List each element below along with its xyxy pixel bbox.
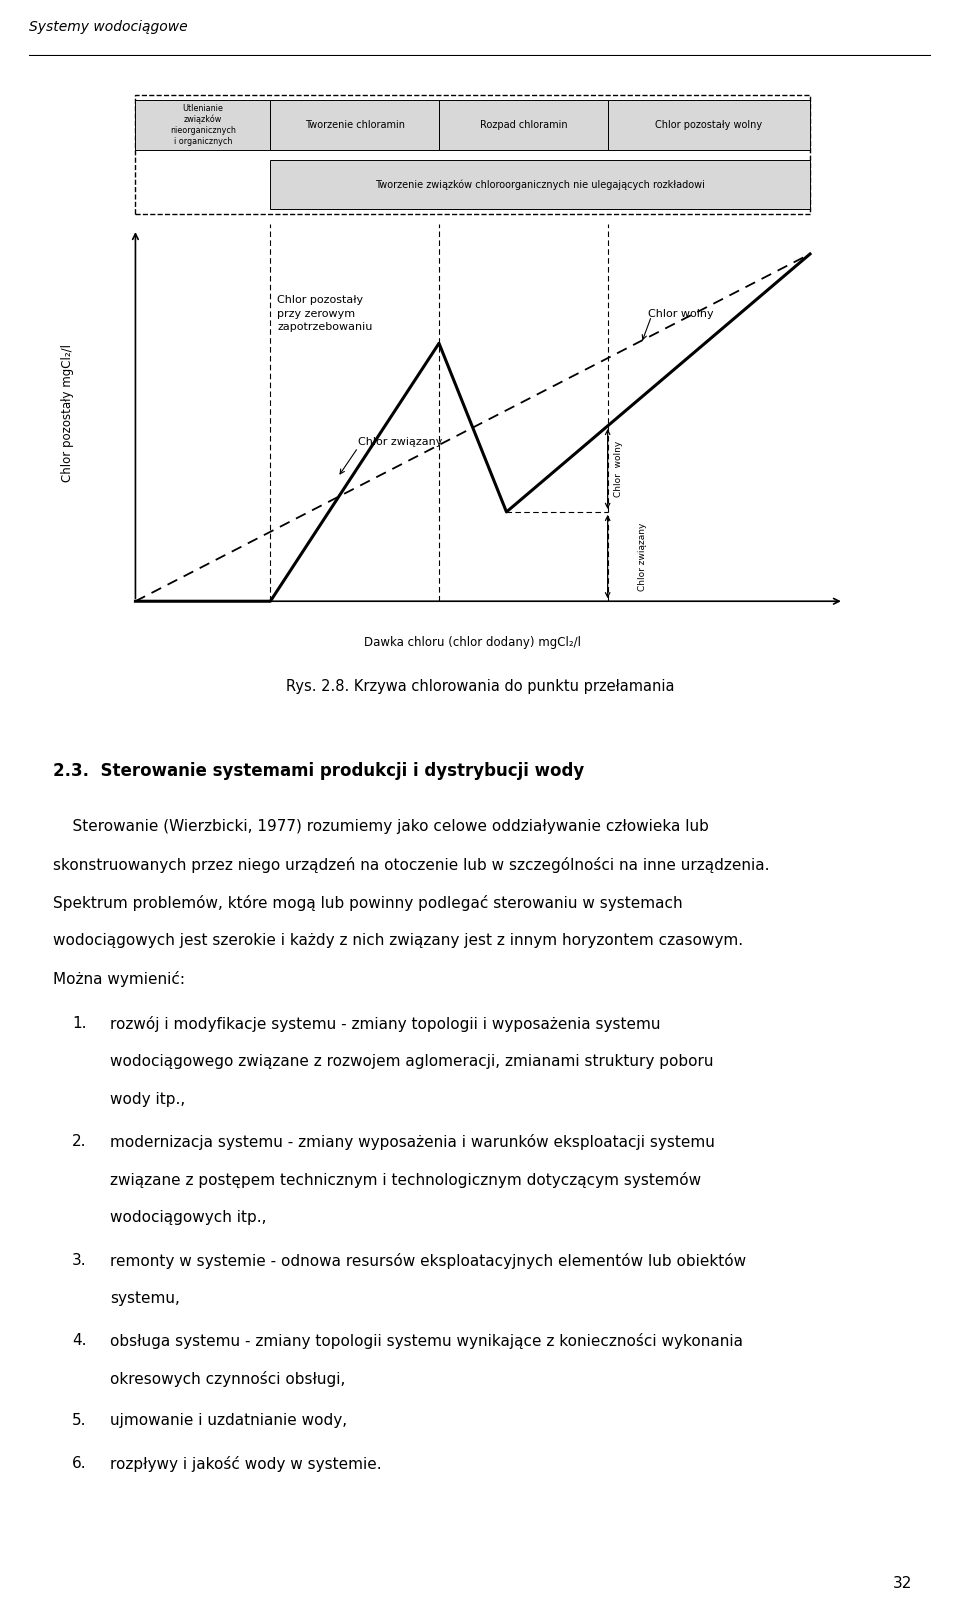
Text: remonty w systemie - odnowa resursów eksploatacyjnych elementów lub obiektów: remonty w systemie - odnowa resursów eks… [110,1252,747,1268]
Text: Tworzenie związków chloroorganicznych nie ulegających rozkładowi: Tworzenie związków chloroorganicznych ni… [375,180,706,190]
Polygon shape [271,159,810,209]
Polygon shape [271,100,439,149]
Polygon shape [439,100,608,149]
Text: 2.: 2. [72,1135,86,1149]
Text: ujmowanie i uzdatnianie wody,: ujmowanie i uzdatnianie wody, [110,1414,348,1429]
Text: Można wymienić:: Można wymienić: [53,971,184,987]
Text: Chlor  wolny: Chlor wolny [614,440,623,497]
Polygon shape [135,100,271,149]
Text: Dawka chloru (chlor dodany) mgCl₂/l: Dawka chloru (chlor dodany) mgCl₂/l [364,636,581,649]
Text: Chlor pozostały mgCl₂/l: Chlor pozostały mgCl₂/l [61,344,75,482]
Text: 2.3.  Sterowanie systemami produkcji i dystrybucji wody: 2.3. Sterowanie systemami produkcji i dy… [53,762,584,779]
Text: obsługa systemu - zmiany topologii systemu wynikające z konieczności wykonania: obsługa systemu - zmiany topologii syste… [110,1334,743,1348]
Text: Chlor związany: Chlor związany [638,522,647,591]
Text: rozwój i modyfikacje systemu - zmiany topologii i wyposażenia systemu: rozwój i modyfikacje systemu - zmiany to… [110,1016,660,1032]
Text: Chlor wolny: Chlor wolny [648,309,713,318]
Text: okresowych czynności obsługi,: okresowych czynności obsługi, [110,1371,346,1387]
Text: modernizacja systemu - zmiany wyposażenia i warunków eksploatacji systemu: modernizacja systemu - zmiany wyposażeni… [110,1135,715,1151]
Text: Spektrum problemów, które mogą lub powinny podlegać sterowaniu w systemach: Spektrum problemów, które mogą lub powin… [53,895,683,911]
Text: systemu,: systemu, [110,1290,180,1305]
Text: 32: 32 [893,1576,912,1591]
Text: skonstruowanych przez niego urządzeń na otoczenie lub w szczególności na inne ur: skonstruowanych przez niego urządzeń na … [53,857,769,873]
Text: Chlor związany: Chlor związany [358,437,443,447]
Polygon shape [608,100,810,149]
Text: rozpływy i jakość wody w systemie.: rozpływy i jakość wody w systemie. [110,1456,382,1472]
Text: Chlor pozostały wolny: Chlor pozostały wolny [656,121,762,130]
Text: Utlenianie
związków
nieorganicznych
i organicznych: Utlenianie związków nieorganicznych i or… [170,103,236,146]
Text: 5.: 5. [72,1414,86,1429]
Text: 4.: 4. [72,1334,86,1348]
Text: Sterowanie (Wierzbicki, 1977) rozumiemy jako celowe oddziaływanie człowieka lub: Sterowanie (Wierzbicki, 1977) rozumiemy … [53,820,708,834]
Text: Rys. 2.8. Krzywa chlorowania do punktu przełamania: Rys. 2.8. Krzywa chlorowania do punktu p… [286,680,674,694]
Text: Rozpad chloramin: Rozpad chloramin [479,121,567,130]
Text: 3.: 3. [72,1252,86,1268]
Text: Tworzenie chloramin: Tworzenie chloramin [304,121,405,130]
Text: wodociągowych jest szerokie i każdy z nich związany jest z innym horyzontem czas: wodociągowych jest szerokie i każdy z ni… [53,932,743,948]
Text: Systemy wodociągowe: Systemy wodociągowe [29,21,187,34]
Text: Chlor pozostały
przy zerowym
zapotrzebowaniu: Chlor pozostały przy zerowym zapotrzebow… [277,296,372,331]
Text: wodociągowych itp.,: wodociągowych itp., [110,1210,267,1225]
Text: wodociągowego związane z rozwojem aglomeracji, zmianami struktury poboru: wodociągowego związane z rozwojem aglome… [110,1054,714,1069]
Text: 1.: 1. [72,1016,86,1030]
Text: związane z postępem technicznym i technologicznym dotyczącym systemów: związane z postępem technicznym i techno… [110,1172,702,1188]
Text: wody itp.,: wody itp., [110,1091,185,1107]
Text: 6.: 6. [72,1456,86,1470]
